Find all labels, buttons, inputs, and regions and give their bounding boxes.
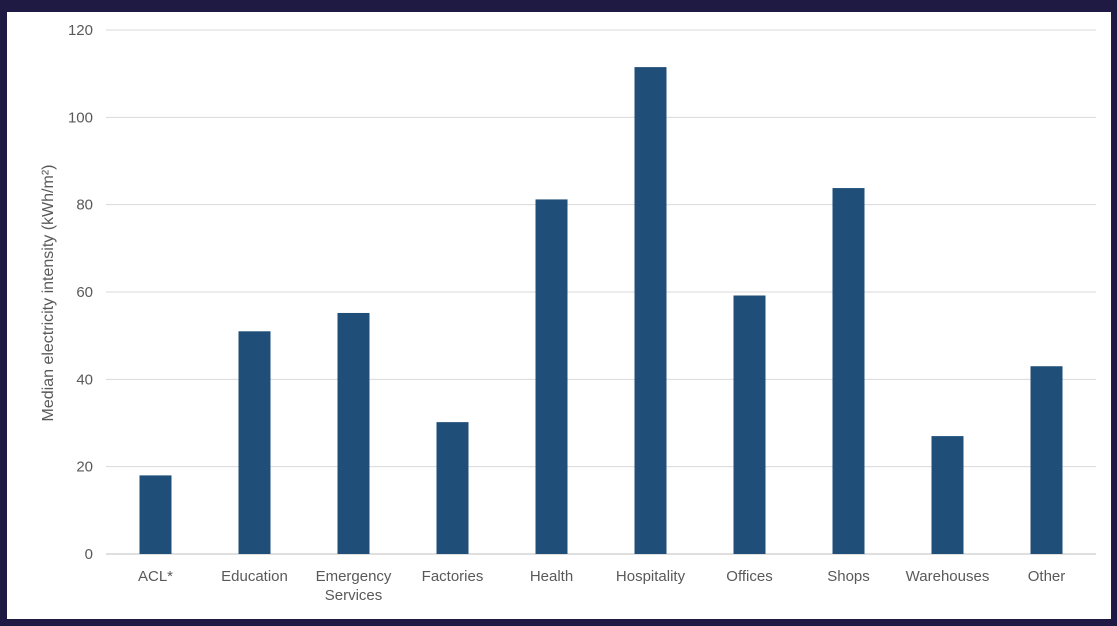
- y-tick-label: 40: [76, 371, 93, 388]
- x-category-label: Emergency Services: [316, 568, 392, 604]
- bars: [139, 67, 1063, 554]
- bar: [535, 199, 568, 554]
- x-category-label-line: Education: [221, 568, 288, 585]
- bar: [931, 436, 964, 554]
- bar: [634, 67, 667, 554]
- x-category-label-line: Hospitality: [616, 568, 686, 585]
- x-category-label-line: Warehouses: [906, 568, 990, 585]
- y-axis-title: Median electricity intensity (kWh/m²): [40, 165, 57, 422]
- y-tick-label: 20: [76, 459, 93, 476]
- x-category-label: Hospitality: [616, 568, 686, 585]
- x-category-label-line: ACL*: [138, 568, 173, 585]
- x-category-label: Offices: [726, 568, 772, 585]
- x-category-label-line: Services: [325, 587, 383, 604]
- bar: [337, 312, 370, 554]
- x-category-label-line: Factories: [422, 568, 484, 585]
- bar: [733, 295, 766, 554]
- x-category-label-line: Other: [1028, 568, 1066, 585]
- bar: [139, 475, 172, 554]
- x-category-label-line: Offices: [726, 568, 772, 585]
- x-category-label-line: Emergency: [316, 568, 392, 585]
- bar: [832, 188, 865, 554]
- x-category-label-line: Shops: [827, 568, 870, 585]
- gridlines: [106, 29, 1096, 555]
- x-category-label: Health: [530, 568, 573, 585]
- y-tick-label: 80: [76, 197, 93, 214]
- y-tick-label: 100: [68, 109, 93, 126]
- x-category-label: ACL*: [138, 568, 173, 585]
- y-tick-label: 60: [76, 284, 93, 301]
- x-category-label: Other: [1028, 568, 1066, 585]
- x-category-label: Factories: [422, 568, 484, 585]
- y-tick-label: 0: [85, 546, 93, 563]
- y-tick-label: 120: [68, 22, 93, 39]
- x-category-label: Education: [221, 568, 288, 585]
- bar: [238, 331, 271, 554]
- bar: [1030, 366, 1063, 554]
- y-axis-ticks: 0 20 40 60 80 100 120: [68, 22, 93, 563]
- x-category-label: Shops: [827, 568, 870, 585]
- x-category-label-line: Health: [530, 568, 573, 585]
- x-category-label: Warehouses: [906, 568, 990, 585]
- x-axis-categories: ACL* Education Emergency Services Factories H…: [138, 568, 1065, 604]
- bar: [436, 422, 469, 554]
